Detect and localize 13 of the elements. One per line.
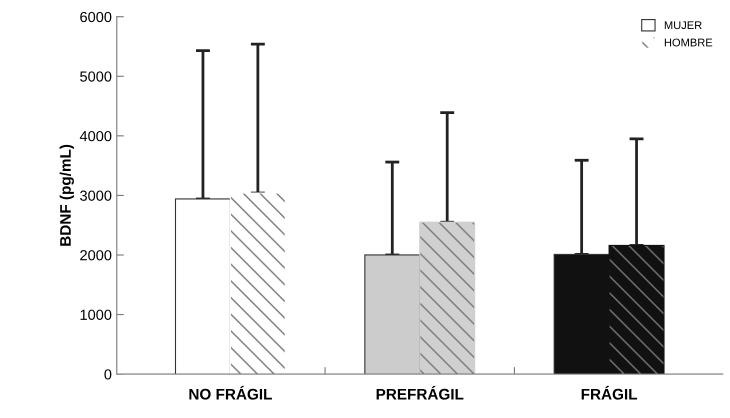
x-tick-label: PREFRÁGIL	[376, 386, 464, 400]
y-axis-title: BDNF (pg/mL)	[60, 144, 74, 246]
legend-label: HOMBRE	[664, 38, 712, 46]
y-tick-label: 3000	[80, 190, 112, 201]
y-tick-label: 0	[104, 369, 112, 380]
x-tick-label: NO FRÁGIL	[189, 386, 272, 400]
y-tick-label: 6000	[80, 12, 112, 22]
y-tick-label: 5000	[80, 71, 112, 82]
x-tick-label: FRÁGIL	[582, 386, 638, 400]
y-tick-label: 2000	[80, 250, 112, 260]
legend-label: MUJER	[664, 21, 702, 30]
y-tick-label: 1000	[80, 310, 112, 320]
y-tick-label: 4000	[80, 130, 112, 142]
